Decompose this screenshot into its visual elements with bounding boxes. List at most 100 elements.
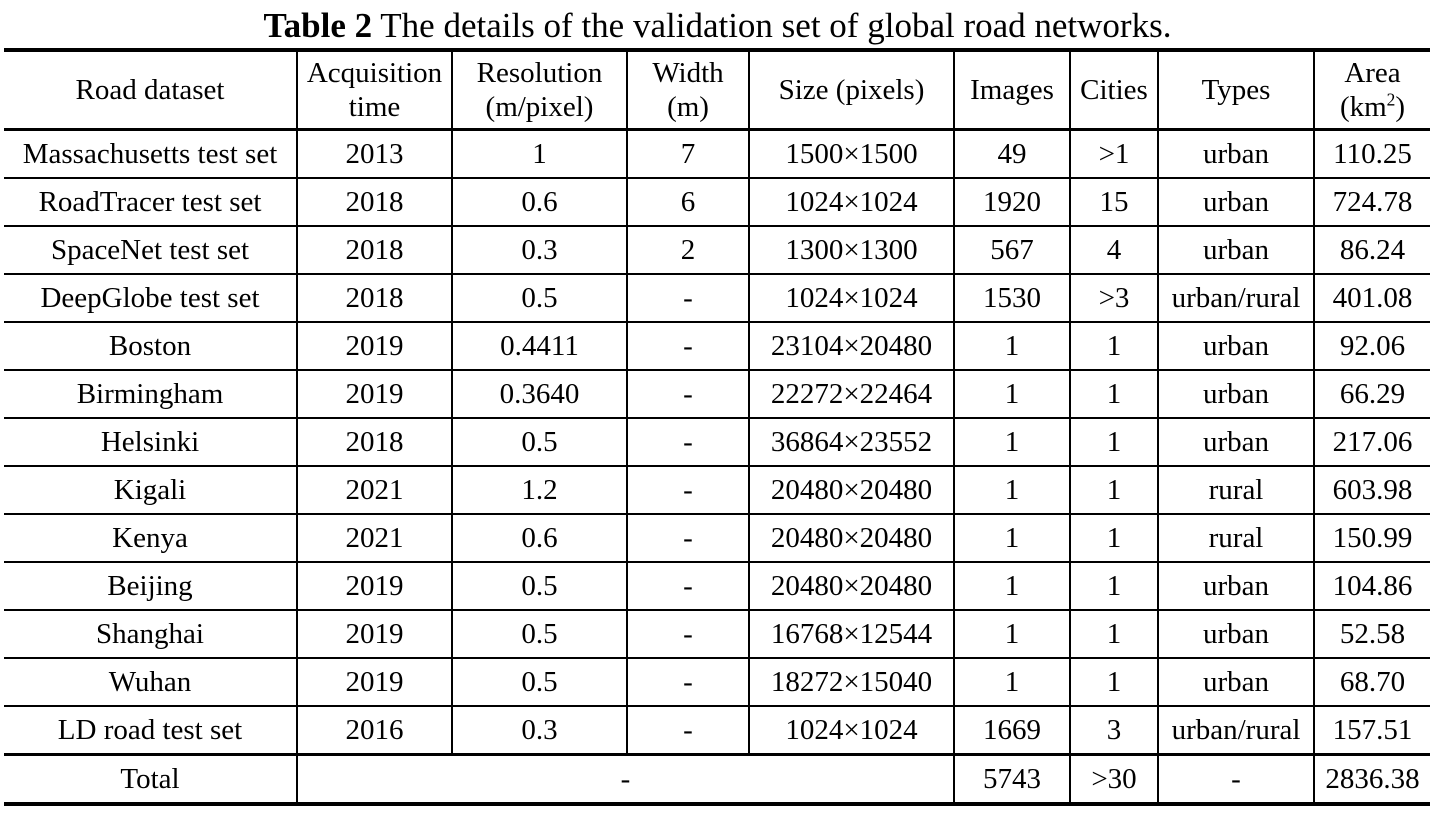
cell-resolution: 0.3	[451, 705, 628, 756]
table-row: Massachusetts test set 2013 1 7 1500×1500 49 >…	[4, 128, 1430, 179]
cell-acquisition-time: 2018	[296, 273, 453, 323]
header-acquisition-time: Acquisition time	[296, 48, 453, 131]
table-row: Wuhan 2019 0.5-18272×15040 1 1 urban 68.70	[4, 657, 1430, 707]
cell-cities: 15	[1069, 177, 1159, 227]
cell-images: 1530	[953, 273, 1071, 323]
header-width-line2: (m)	[667, 91, 709, 123]
cell-cities: 3	[1069, 705, 1159, 756]
cell-road-dataset: Massachusetts test set	[4, 128, 298, 179]
cell-acquisition-time: 2016	[296, 705, 453, 756]
cell-types: urban	[1157, 128, 1315, 179]
table-row: Helsinki 2018 0.5-36864×23552 1 1 urban 217.06	[4, 417, 1430, 467]
cell-cities: >1	[1069, 128, 1159, 179]
cell-resolution: 1	[451, 128, 628, 179]
header-road-dataset: Road dataset	[4, 48, 298, 131]
cell-images: 1	[953, 321, 1071, 371]
cell-area: 157.51	[1313, 705, 1430, 756]
cell-acquisition-time: 2018	[296, 177, 453, 227]
cell-area: 52.58	[1313, 609, 1430, 659]
cell-road-dataset: SpaceNet test set	[4, 225, 298, 275]
cell-cities: 1	[1069, 321, 1159, 371]
cell-resolution: 0.6	[451, 177, 628, 227]
cell-size: 20480×20480	[748, 513, 955, 563]
table-row: Shanghai 2019 0.5-16768×12544 1 1 urban 52.58	[4, 609, 1430, 659]
cell-area: 66.29	[1313, 369, 1430, 419]
cell-acquisition-time: 2021	[296, 513, 453, 563]
cell-area: 104.86	[1313, 561, 1430, 611]
cell-road-dataset: Birmingham	[4, 369, 298, 419]
cell-acquisition-time: 2021	[296, 465, 453, 515]
table-row: Beijing 2019 0.5-20480×20480 1 1 urban 104.86	[4, 561, 1430, 611]
header-width-line1: Width	[652, 57, 724, 89]
cell-road-dataset: Kigali	[4, 465, 298, 515]
cell-area: 217.06	[1313, 417, 1430, 467]
cell-size: 20480×20480	[748, 465, 955, 515]
cell-width: 2	[626, 225, 750, 275]
cell-resolution: 0.5	[451, 561, 628, 611]
cell-acquisition-time: 2018	[296, 225, 453, 275]
cell-area: 603.98	[1313, 465, 1430, 515]
cell-types: urban	[1157, 321, 1315, 371]
cell-width: 6	[626, 177, 750, 227]
cell-road-dataset: Beijing	[4, 561, 298, 611]
table-row: LD road test set 2016 0.3-1024×1024 1669 3 ur…	[4, 705, 1430, 756]
cell-acquisition-time: 2019	[296, 321, 453, 371]
cell-cities: 1	[1069, 657, 1159, 707]
cell-images: 567	[953, 225, 1071, 275]
cell-resolution: 1.2	[451, 465, 628, 515]
cell-width: -	[626, 417, 750, 467]
cell-size: 23104×20480	[748, 321, 955, 371]
cell-types: urban	[1157, 561, 1315, 611]
cell-images: 1	[953, 369, 1071, 419]
cell-cities: 1	[1069, 465, 1159, 515]
cell-width: -	[626, 657, 750, 707]
cell-images: 1	[953, 657, 1071, 707]
cell-size: 16768×12544	[748, 609, 955, 659]
cell-images: 1	[953, 513, 1071, 563]
cell-size: 1024×1024	[748, 177, 955, 227]
cell-resolution: 0.6	[451, 513, 628, 563]
cell-size: 1024×1024	[748, 705, 955, 756]
cell-area: 110.25	[1313, 128, 1430, 179]
header-row: Road dataset Acquisition time Resolution(…	[4, 48, 1430, 131]
cell-width: 7	[626, 128, 750, 179]
cell-resolution: 0.5	[451, 657, 628, 707]
cell-types: rural	[1157, 465, 1315, 515]
header-acquisition-time-line1: Acquisition	[306, 57, 443, 89]
cell-resolution: 0.3640	[451, 369, 628, 419]
header-area-line2: (km	[1339, 91, 1387, 123]
cell-images: 1669	[953, 705, 1071, 756]
cell-width: -	[626, 705, 750, 756]
cell-area: 92.06	[1313, 321, 1430, 371]
cell-cities: 1	[1069, 513, 1159, 563]
cell-width: -	[626, 321, 750, 371]
cell-area: 724.78	[1313, 177, 1430, 227]
header-types-label: Types	[1201, 74, 1271, 106]
cell-size: 1500×1500	[748, 128, 955, 179]
table-row: RoadTracer test set 2018 0.6 6 1024×1024 1920…	[4, 177, 1430, 227]
cell-types: urban	[1157, 657, 1315, 707]
validation-set-table: Road dataset Acquisition time Resolution(…	[4, 48, 1430, 806]
cell-cities: 4	[1069, 225, 1159, 275]
cell-types: urban	[1157, 177, 1315, 227]
total-merged-cell: -	[296, 753, 955, 806]
cell-width: -	[626, 465, 750, 515]
table-row: Birmingham 2019 0.3640-22272×22464 1 1 urban 6…	[4, 369, 1430, 419]
cell-size: 36864×23552	[748, 417, 955, 467]
cell-acquisition-time: 2019	[296, 369, 453, 419]
total-row: Total - 5743 >30 - 2836.38	[4, 753, 1430, 806]
header-area-tail: )	[1395, 91, 1406, 123]
cell-images: 1	[953, 609, 1071, 659]
cell-width: -	[626, 369, 750, 419]
cell-area: 86.24	[1313, 225, 1430, 275]
table-row: Boston 2019 0.4411-23104×20480 1 1 urban 92.06	[4, 321, 1430, 371]
cell-cities: 1	[1069, 609, 1159, 659]
header-types: Types	[1157, 48, 1315, 131]
header-cities: Cities	[1069, 48, 1159, 131]
cell-road-dataset: DeepGlobe test set	[4, 273, 298, 323]
table-row: DeepGlobe test set 2018 0.5-1024×1024 1530 >…	[4, 273, 1430, 323]
table-caption-label: Table 2	[263, 6, 373, 45]
cell-images: 1	[953, 417, 1071, 467]
table-row: Kigali 2021 1.2-20480×20480 1 1 rural 603.98	[4, 465, 1430, 515]
cell-images: 1920	[953, 177, 1071, 227]
